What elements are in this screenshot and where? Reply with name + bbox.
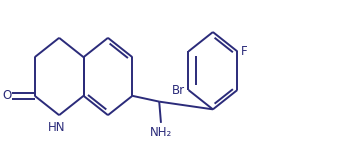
Text: O: O: [2, 89, 11, 102]
Text: HN: HN: [47, 121, 65, 134]
Text: F: F: [241, 45, 247, 58]
Text: NH₂: NH₂: [150, 126, 172, 139]
Text: Br: Br: [172, 84, 185, 97]
